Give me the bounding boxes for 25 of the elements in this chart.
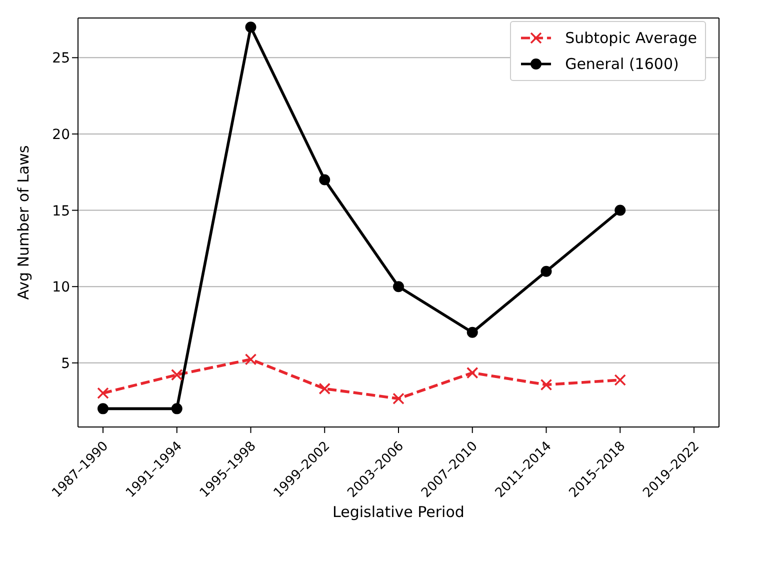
- y-axis-title: Avg Number of Laws: [14, 145, 32, 300]
- y-tick-label: 5: [61, 356, 70, 372]
- point: [97, 387, 109, 400]
- point: [540, 266, 552, 277]
- point: [393, 281, 404, 292]
- point: [171, 403, 182, 414]
- point: [244, 353, 257, 366]
- point: [392, 392, 404, 405]
- point: [540, 378, 552, 391]
- point: [614, 204, 626, 216]
- legend-label: Subtopic Average: [565, 29, 697, 47]
- point: [245, 22, 256, 33]
- point: [466, 326, 478, 338]
- y-tick-label: 10: [52, 280, 70, 296]
- point: [318, 382, 331, 395]
- y-tick-label: 20: [52, 126, 70, 143]
- point: [319, 174, 330, 186]
- legend-label: General (1600): [565, 55, 679, 73]
- point: [466, 366, 478, 379]
- y-tick-label: 25: [52, 50, 70, 67]
- x-axis-title: Legislative Period: [332, 503, 464, 521]
- point: [98, 403, 108, 414]
- y-tick-label: 15: [52, 203, 70, 220]
- point: [614, 374, 626, 386]
- point: [170, 368, 183, 381]
